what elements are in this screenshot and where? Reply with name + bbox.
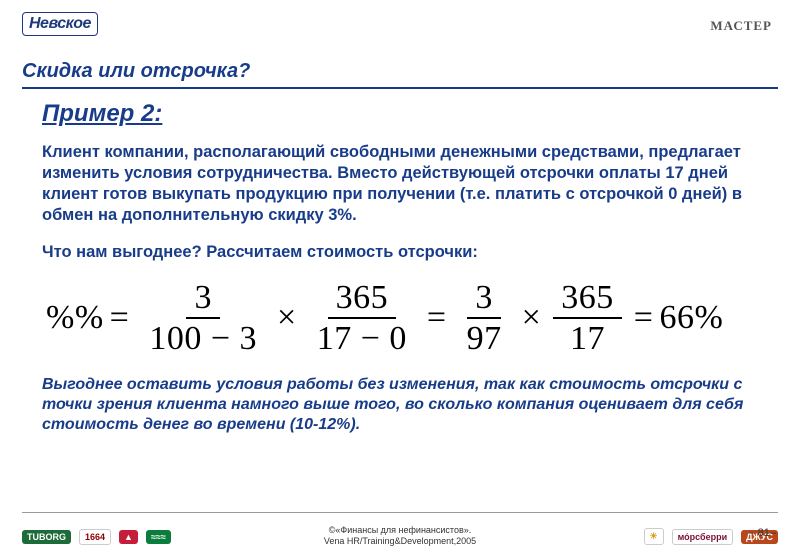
example-heading: Пример 2:: [42, 100, 764, 128]
multiply-sign: ×: [277, 299, 297, 337]
fraction-2-denominator: 17 − 0: [309, 319, 415, 357]
fraction-2-numerator: 365: [328, 280, 397, 320]
fraction-3-numerator: 3: [467, 280, 501, 320]
fraction-4-numerator: 365: [553, 280, 622, 320]
footer-divider: [22, 512, 778, 513]
copyright-line1: ©«Финансы для нефинансистов».: [329, 525, 472, 535]
cost-formula: %% = 3 100 − 3 × 365 17 − 0 = 3 97 × 365…: [46, 280, 764, 357]
copyright-text: ©«Финансы для нефинансистов». Vena HR/Tr…: [0, 525, 800, 547]
content-area: Пример 2: Клиент компании, располагающий…: [42, 100, 764, 435]
brand-logo-nevskoye: Невское: [22, 12, 98, 36]
fraction-1-numerator: 3: [186, 280, 220, 320]
multiply-sign: ×: [522, 299, 542, 337]
copyright-line2: Vena HR/Training&Development,2005: [324, 536, 476, 546]
fraction-1: 3 100 − 3: [141, 280, 265, 357]
fraction-1-denominator: 100 − 3: [141, 319, 265, 357]
fraction-4-denominator: 17: [562, 319, 613, 357]
formula-result: 66%: [659, 299, 723, 337]
page-title: Скидка или отсрочка?: [22, 60, 778, 89]
slide: Невское МАСТЕР Скидка или отсрочка? Прим…: [0, 0, 800, 553]
formula-lhs: %%: [46, 299, 104, 337]
fraction-3-denominator: 97: [459, 319, 510, 357]
page-number: – 81–: [748, 527, 776, 539]
conclusion-text: Выгоднее оставить условия работы без изм…: [42, 375, 764, 435]
problem-statement: Клиент компании, располагающий свободным…: [42, 142, 764, 226]
equals-sign: =: [427, 299, 447, 337]
question-text: Что нам выгоднее? Рассчитаем стоимость о…: [42, 242, 764, 263]
fraction-4: 365 17: [553, 280, 622, 357]
fraction-3: 3 97: [459, 280, 510, 357]
equals-sign: =: [110, 299, 130, 337]
fraction-2: 365 17 − 0: [309, 280, 415, 357]
brand-logo-master: МАСТЕР: [710, 18, 772, 34]
equals-sign: =: [634, 299, 654, 337]
